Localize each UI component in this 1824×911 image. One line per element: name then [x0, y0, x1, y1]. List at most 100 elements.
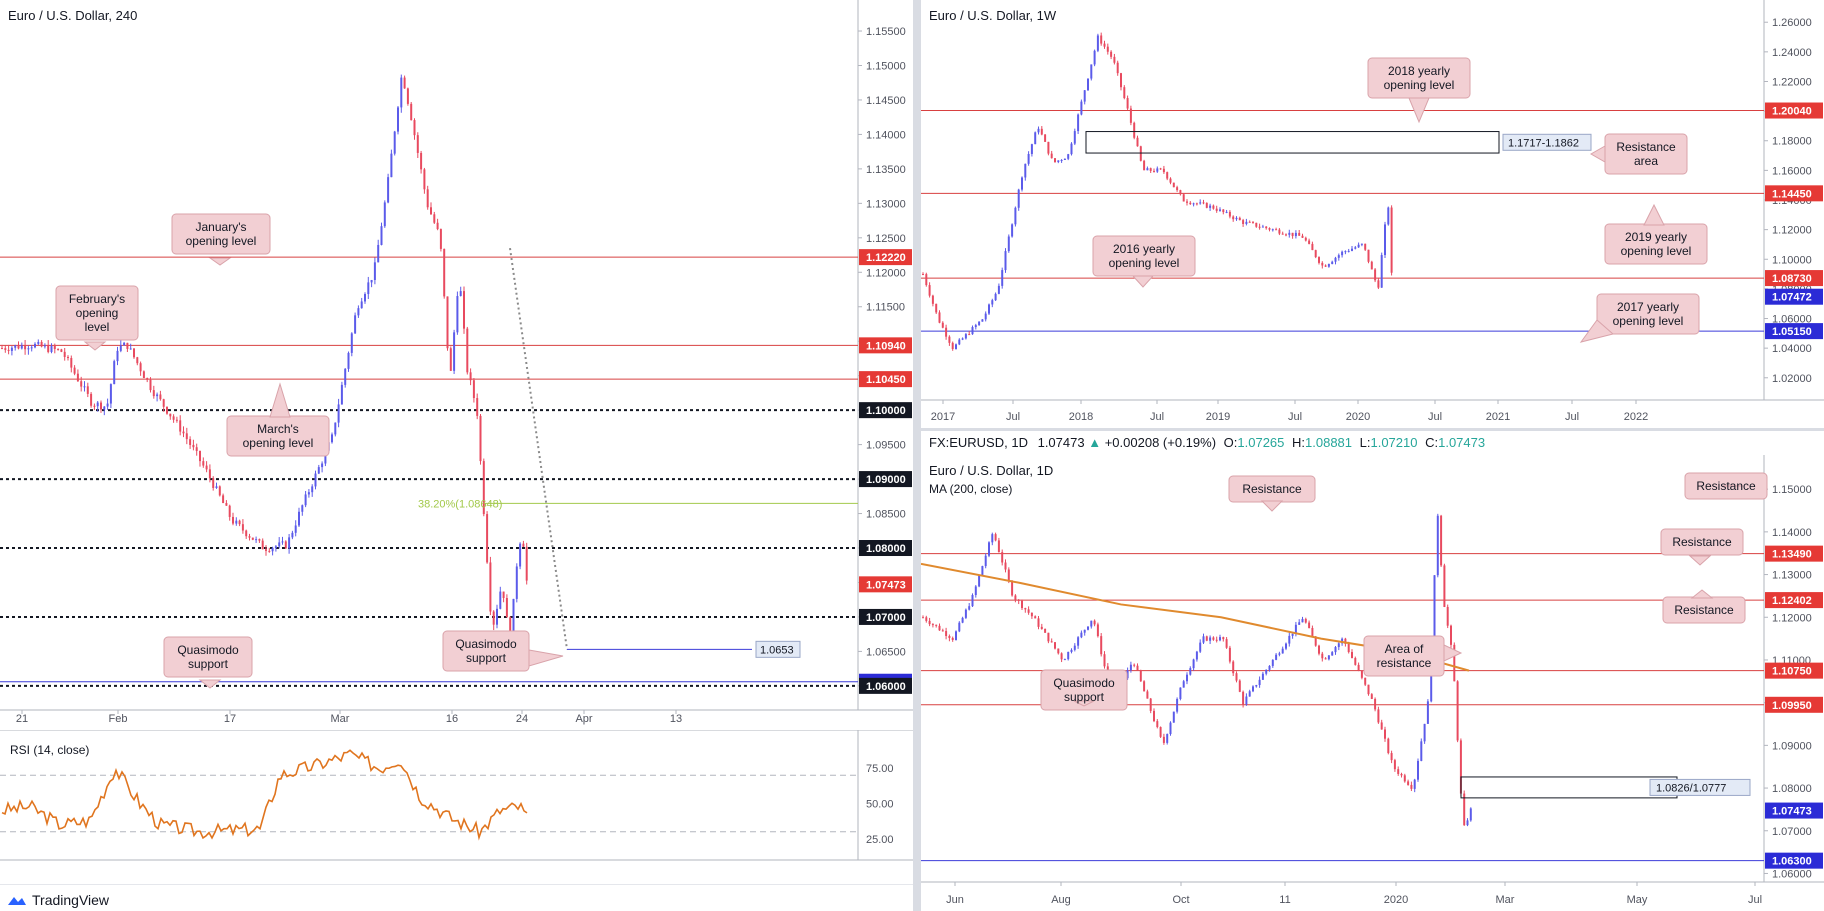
candle-body — [1090, 64, 1093, 79]
candle-body — [314, 473, 317, 487]
candle-body — [212, 478, 215, 488]
daily-chart[interactable]: 1.150001.140001.130001.120001.110001.100… — [921, 455, 1824, 911]
candle-body — [1271, 659, 1274, 666]
level-price-tag — [859, 608, 912, 625]
candle-body — [1268, 228, 1271, 230]
close-label: C: — [1425, 435, 1439, 450]
candle-body — [1453, 644, 1456, 682]
candle-body — [1222, 209, 1225, 213]
candle-body — [958, 622, 961, 632]
callout-y2019-pointer — [1643, 203, 1665, 226]
close-value: 1.07473 — [1037, 435, 1085, 450]
callout-qm2-text: support — [466, 651, 507, 665]
level-price-tag — [859, 371, 912, 388]
h4-chart-panel[interactable]: 1.15500 1.15000 1.14500 1.14000 1.13500 1.130… — [0, 0, 913, 730]
candle-body — [1334, 257, 1337, 262]
level-price-label: 1.14450 — [1772, 188, 1812, 200]
daily-chart-panel[interactable]: 1.150001.140001.130001.120001.110001.100… — [921, 455, 1824, 911]
callout-mar-pointer — [269, 382, 291, 418]
time-tick-label: 2021 — [1486, 411, 1510, 423]
candle-body — [1093, 620, 1096, 625]
candle-body — [182, 431, 185, 434]
price-tick-label: 1.12000 — [866, 267, 906, 279]
candle-body — [205, 465, 208, 470]
candle-body — [1199, 202, 1202, 204]
level-price-label: 1.06300 — [1772, 856, 1812, 868]
callout-r2-pointer — [1260, 500, 1284, 512]
candle-body — [1446, 606, 1449, 626]
callout-aor-pointer — [1443, 644, 1463, 662]
candle-body — [1212, 637, 1215, 640]
level-price-label: 1.13490 — [1772, 549, 1812, 561]
quasimodo-box — [755, 640, 801, 658]
candle-body — [175, 419, 178, 421]
candle-body — [380, 226, 383, 245]
candle-body — [1357, 244, 1360, 248]
candle-body — [1120, 73, 1122, 88]
candle-body — [1077, 637, 1080, 646]
candle-body — [172, 416, 175, 420]
rsi-panel[interactable]: 75.00 50.00 25.00 RSI (14, close) — [0, 730, 913, 884]
candle-body — [1265, 226, 1268, 229]
candle-body — [373, 262, 376, 280]
candle-body — [1390, 753, 1393, 761]
level-price-tag — [1765, 852, 1823, 869]
candle-body — [301, 505, 304, 512]
time-tick-label: Aug — [1051, 894, 1071, 906]
price-tick-label: 1.26000 — [1772, 17, 1812, 29]
candle-body — [1126, 98, 1129, 109]
candle-body — [357, 308, 360, 316]
price-tick-label: 1.16000 — [1772, 165, 1812, 177]
candle-body — [1199, 642, 1202, 652]
weekly-chart[interactable]: 1.260001.240001.220001.200001.180001.160… — [921, 0, 1824, 428]
candle-body — [1219, 209, 1221, 211]
candle-body — [1367, 249, 1370, 262]
candle-body — [100, 402, 102, 410]
candle-body — [1126, 670, 1129, 679]
time-tick-label: 2020 — [1384, 894, 1408, 906]
low-value: 1.07210 — [1370, 435, 1418, 450]
h4-chart[interactable]: 1.15500 1.15000 1.14500 1.14000 1.13500 1.130… — [0, 0, 913, 730]
vertical-divider[interactable] — [913, 0, 921, 911]
candle-body — [994, 293, 997, 301]
level-price-tag — [859, 337, 912, 354]
candle-body — [1252, 686, 1254, 692]
time-tick-label: Mar — [1496, 894, 1515, 906]
candle-body — [1245, 696, 1248, 705]
candle-body — [1011, 224, 1014, 237]
time-tick-label: Jul — [1150, 411, 1164, 423]
symbol-label: FX:EURUSD, 1D — [929, 435, 1028, 450]
price-tick-label: 1.13500 — [866, 164, 906, 176]
weekly-chart-panel[interactable]: 1.260001.240001.220001.200001.180001.160… — [921, 0, 1824, 428]
candle-body — [235, 520, 238, 524]
candle-body — [1, 348, 3, 350]
candle-body — [86, 386, 89, 394]
callout-r2-text: Resistance — [1242, 482, 1302, 496]
level-price-label: 1.12402 — [1772, 595, 1812, 607]
candle-body — [1001, 270, 1004, 286]
candle-body — [1261, 226, 1264, 228]
candle-body — [218, 486, 221, 496]
callout-y2018-text: 2018 yearly — [1388, 64, 1450, 78]
candle-body — [1096, 624, 1099, 637]
candle-body — [413, 120, 416, 136]
level-price-label: 1.05150 — [1772, 326, 1812, 338]
candle-body — [228, 505, 231, 517]
candle-body — [1103, 654, 1106, 667]
tradingview-logo[interactable]: TradingView — [6, 892, 109, 908]
candle-body — [1215, 208, 1218, 211]
candle-body — [1007, 236, 1010, 252]
quasimodo-box-label: 1.0653 — [760, 644, 794, 656]
candle-body — [935, 624, 938, 626]
price-tick-label: 1.04000 — [1772, 343, 1812, 355]
price-tick-label: 1.06000 — [1772, 868, 1812, 880]
candle-body — [505, 598, 508, 618]
rsi-chart[interactable]: 75.00 50.00 25.00 RSI (14, close) — [0, 730, 913, 884]
candle-body — [261, 540, 264, 550]
candle-body — [1040, 626, 1043, 629]
callout-qm-text: Quasimodo — [1053, 676, 1115, 690]
candle-body — [199, 450, 201, 462]
candle-body — [938, 312, 941, 323]
candle-body — [70, 358, 73, 368]
candle-body — [106, 403, 109, 407]
